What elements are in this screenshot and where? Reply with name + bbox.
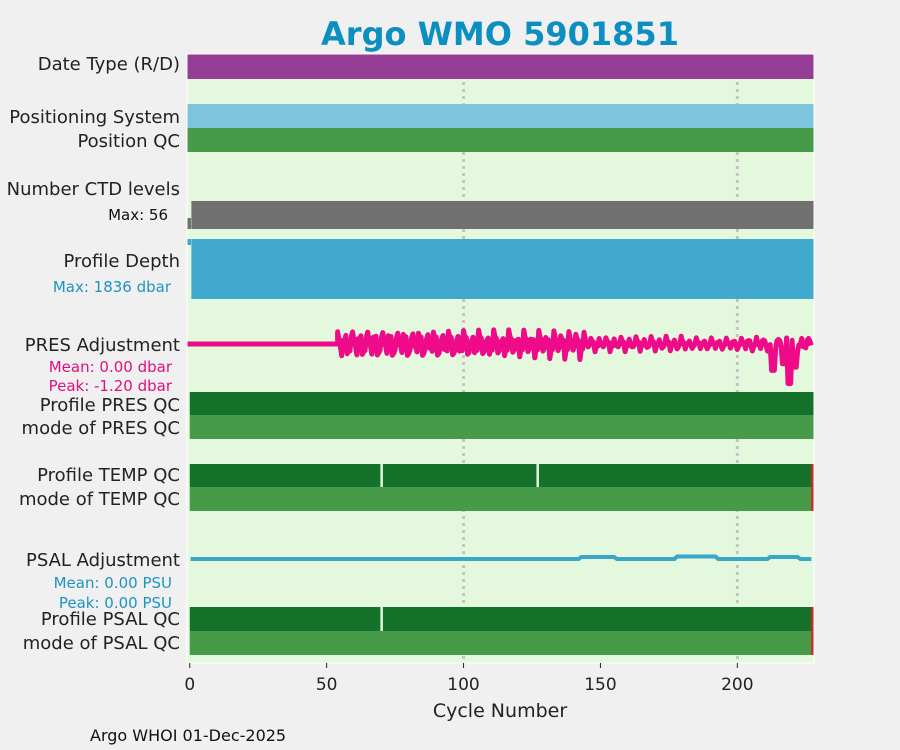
plot-frame: [186, 53, 815, 664]
bar-mode-temp-qc: [189, 487, 815, 511]
chart-title: Argo WMO 5901851: [321, 15, 679, 53]
bar-position-qc: [187, 128, 814, 152]
label-pres-peak: Peak: -1.20 dbar: [49, 377, 173, 395]
line-psal-adjustment: [190, 554, 812, 561]
label-ctd-max: Max: 56: [108, 206, 168, 224]
bar-profile-psal-qc: [189, 607, 815, 631]
label-mode-temp-qc: mode of TEMP QC: [19, 489, 180, 510]
label-positioning-system: Positioning System: [9, 107, 180, 128]
bar-profile-pres-qc: [189, 392, 815, 415]
label-mode-pres-qc: mode of PRES QC: [22, 418, 180, 439]
x-tick-label-200: 200: [721, 675, 753, 695]
data-bars: [187, 54, 815, 655]
label-psal-peak: Peak: 0.00 PSU: [59, 594, 172, 612]
label-position-qc: Position QC: [77, 131, 180, 152]
bar-mode-psal-qc: [189, 631, 815, 655]
label-profile-depth: Profile Depth: [63, 251, 180, 272]
bar-profile-temp-qc-bad-227: [811, 464, 814, 487]
label-pres-adjustment: PRES Adjustment: [25, 335, 180, 356]
x-tick-label-150: 150: [584, 675, 616, 695]
label-psal-mean: Mean: 0.00 PSU: [54, 574, 172, 592]
bar-mode-psal-qc-bad-227: [811, 631, 814, 655]
label-ctd-levels: Number CTD levels: [7, 179, 180, 200]
bar-positioning-system: [187, 104, 814, 128]
line-pres-adjustment: [187, 327, 814, 387]
label-profile-temp-qc: Profile TEMP QC: [37, 465, 180, 486]
label-mode-psal-qc: mode of PSAL QC: [23, 633, 180, 654]
bar-date-type: [187, 54, 814, 79]
bar-ctd-levels: [191, 201, 814, 229]
bar-profile-temp-qc-gap-127: [536, 464, 539, 487]
bar-profile-depth-first: [187, 239, 191, 245]
bar-profile-psal-qc-gap-70: [380, 607, 383, 631]
x-axis-ticks: 0 50 100 150 200: [184, 663, 754, 695]
bar-mode-temp-qc-bad-227: [811, 487, 814, 511]
label-profile-pres-qc: Profile PRES QC: [40, 395, 180, 416]
bar-profile-psal-qc-bad-227: [811, 607, 814, 631]
bar-profile-temp-qc: [189, 464, 815, 487]
label-date-type: Date Type (R/D): [38, 54, 180, 75]
footer-text: Argo WHOI 01-Dec-2025: [90, 726, 286, 745]
bar-ctd-levels-first: [187, 218, 191, 229]
x-axis-label: Cycle Number: [433, 700, 567, 722]
label-psal-adjustment: PSAL Adjustment: [26, 550, 180, 571]
label-pres-mean: Mean: 0.00 dbar: [49, 358, 173, 376]
bar-profile-temp-qc-gap-70: [380, 464, 383, 487]
bar-mode-pres-qc: [189, 415, 815, 439]
x-tick-label-50: 50: [316, 675, 338, 695]
x-tick-label-100: 100: [447, 675, 479, 695]
label-depth-max: Max: 1836 dbar: [53, 278, 172, 296]
x-tick-label-0: 0: [184, 675, 195, 695]
plot-area: [187, 54, 814, 663]
label-profile-psal-qc: Profile PSAL QC: [41, 609, 180, 630]
bar-profile-depth: [191, 239, 814, 299]
